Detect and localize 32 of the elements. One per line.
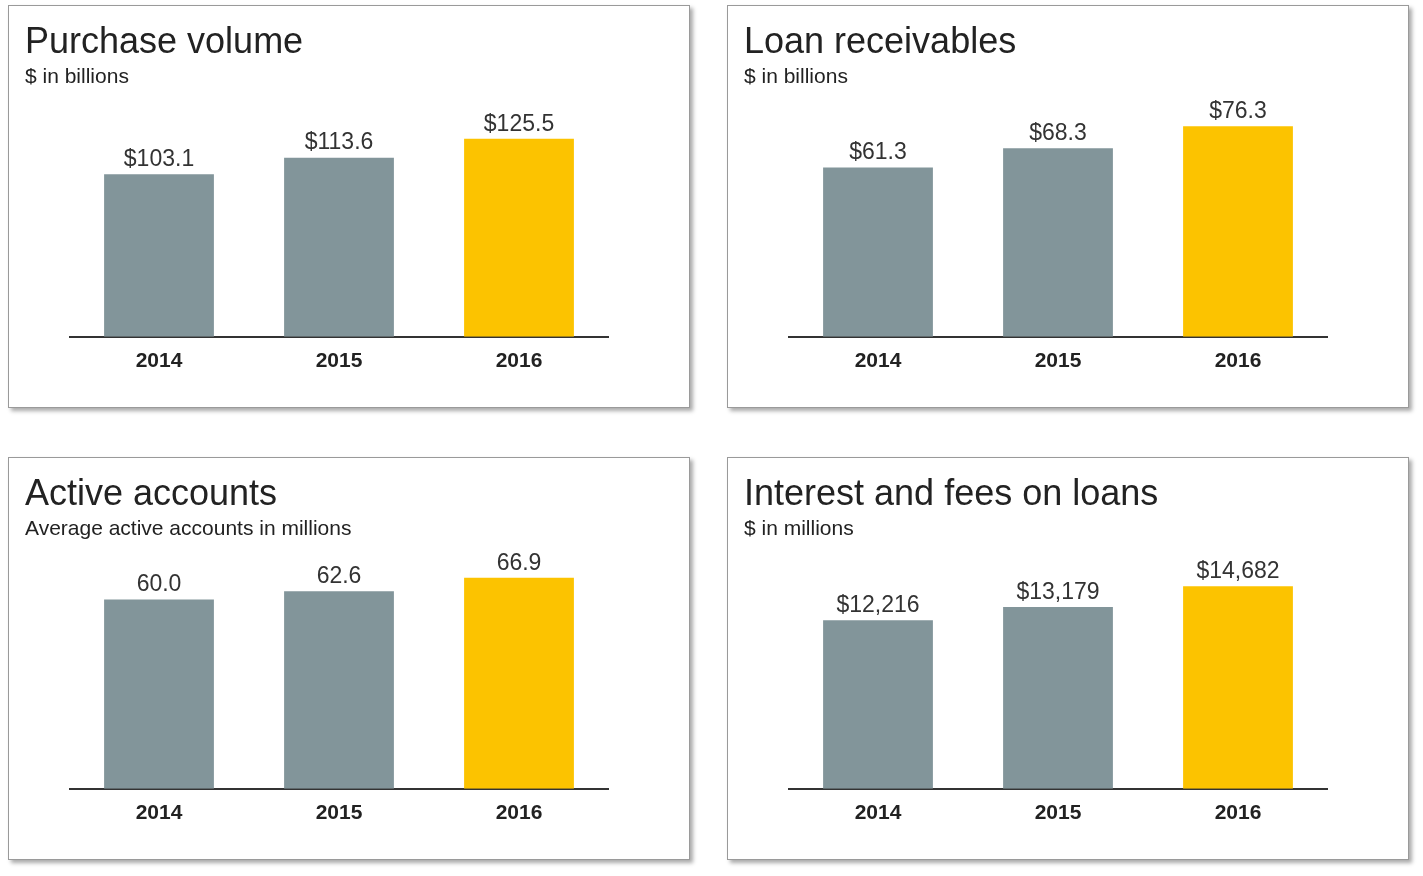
x-tick-label: 2016 xyxy=(495,800,543,824)
data-label: $68.3 xyxy=(1029,119,1087,146)
data-label: $125.5 xyxy=(483,109,555,136)
chart-title: Active accounts xyxy=(25,472,278,514)
chart-title: Loan receivables xyxy=(744,20,1017,62)
x-tick-label: 2015 xyxy=(315,348,363,372)
data-label: $13,179 xyxy=(1016,577,1100,604)
chart-subtitle: Average active accounts in millions xyxy=(25,516,352,540)
x-tick-label: 2015 xyxy=(1034,800,1082,824)
data-label: $76.3 xyxy=(1209,97,1267,124)
chart-title: Interest and fees on loans xyxy=(744,472,1159,514)
chart-title: Purchase volume xyxy=(25,20,304,62)
x-tick-label: 2016 xyxy=(495,348,543,372)
data-label: 60.0 xyxy=(136,570,182,597)
data-label: $12,216 xyxy=(836,591,920,618)
data-label: $103.1 xyxy=(123,145,195,172)
data-label: 62.6 xyxy=(316,562,362,589)
x-tick-label: 2014 xyxy=(854,348,902,372)
x-tick-label: 2015 xyxy=(315,800,363,824)
chart-subtitle: $ in billions xyxy=(25,64,129,88)
chart-subtitle: $ in millions xyxy=(744,516,854,540)
chart-subtitle: $ in billions xyxy=(744,64,848,88)
x-tick-label: 2016 xyxy=(1214,348,1262,372)
data-label: $113.6 xyxy=(304,128,374,155)
x-tick-label: 2014 xyxy=(135,800,183,824)
x-tick-label: 2014 xyxy=(135,348,183,372)
data-label: $14,682 xyxy=(1196,557,1280,584)
x-tick-label: 2016 xyxy=(1214,800,1262,824)
x-tick-label: 2015 xyxy=(1034,348,1082,372)
data-label: 66.9 xyxy=(496,548,542,575)
data-label: $61.3 xyxy=(849,138,907,165)
x-tick-label: 2014 xyxy=(854,800,902,824)
